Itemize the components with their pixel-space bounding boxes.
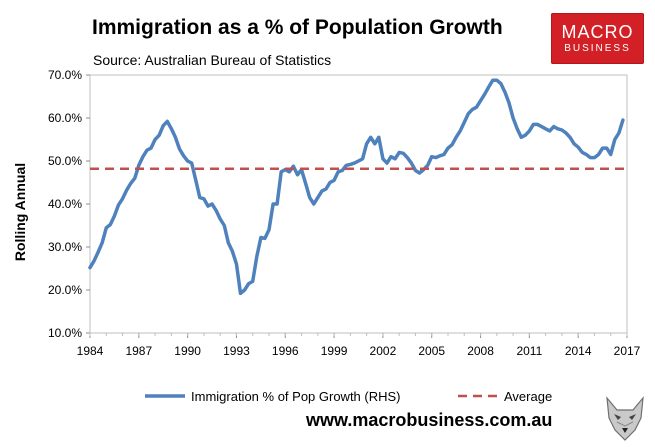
wolf-icon [606, 396, 644, 441]
y-tick-label: 50.0% [48, 154, 82, 168]
y-tick-label: 60.0% [48, 111, 82, 125]
x-tick-label: 2008 [467, 344, 494, 358]
y-tick-label: 10.0% [48, 326, 82, 340]
logo-top-text: MACRO [561, 22, 634, 42]
x-tick-label: 1984 [77, 344, 104, 358]
x-tick-label: 1996 [272, 344, 299, 358]
x-tick-label: 1993 [223, 344, 250, 358]
legend-label-immigration: Immigration % of Pop Growth (RHS) [191, 389, 401, 404]
x-tick-label: 2011 [516, 344, 542, 358]
logo-bottom-text: BUSINESS [564, 43, 631, 54]
immigration-series-line [88, 78, 625, 296]
chart-subtitle: Source: Australian Bureau of Statistics [93, 52, 332, 68]
legend-label-average: Average [504, 389, 552, 404]
footer-url: www.macrobusiness.com.au [306, 410, 553, 430]
macro-business-logo: MACRO BUSINESS [551, 13, 644, 64]
y-tick-label: 30.0% [48, 240, 82, 254]
x-tick-label: 2005 [418, 344, 445, 358]
x-tick-label: 2002 [370, 344, 397, 358]
x-tick-label: 2014 [565, 344, 592, 358]
plot-area [89, 74, 628, 334]
x-tick-label: 2017 [614, 344, 641, 358]
y-tick-label: 40.0% [48, 197, 82, 211]
x-tick-label: 1987 [125, 344, 152, 358]
y-tick-label: 20.0% [48, 283, 82, 297]
x-tick-label: 1990 [174, 344, 201, 358]
chart-title: Immigration as a % of Population Growth [92, 16, 503, 39]
y-tick-label: 70.0% [48, 68, 82, 82]
x-tick-label: 1999 [321, 344, 348, 358]
